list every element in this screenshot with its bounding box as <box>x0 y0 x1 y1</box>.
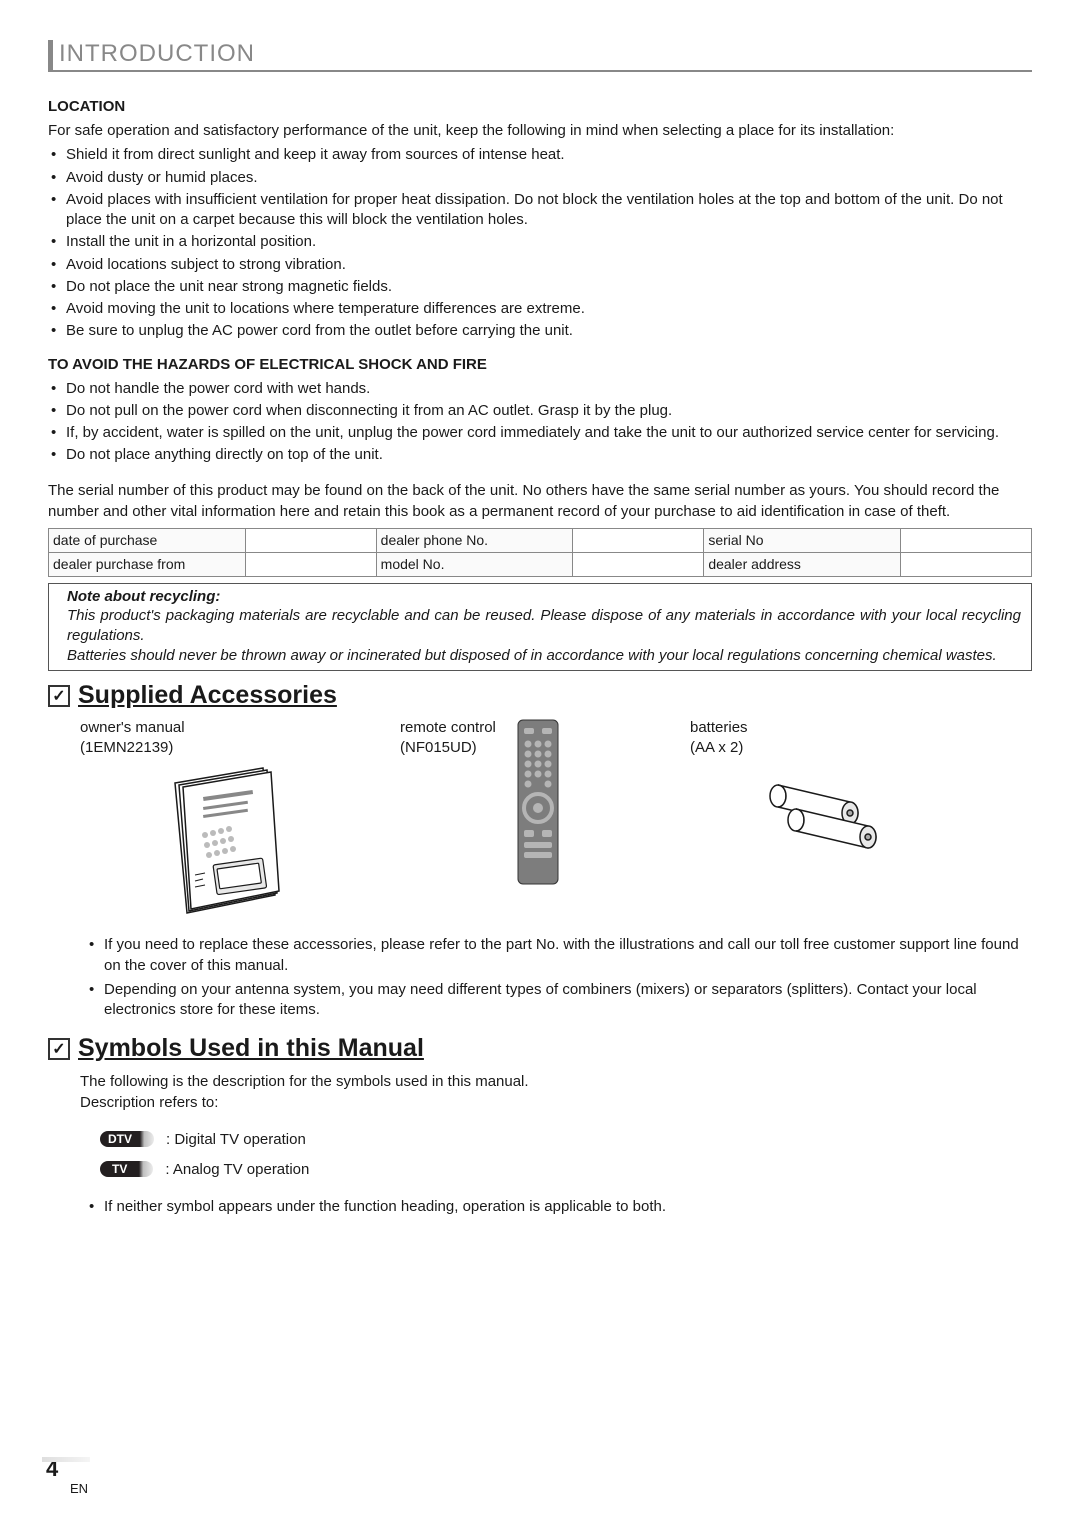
symbols-intro-2: Description refers to: <box>80 1094 218 1111</box>
serial-paragraph: The serial number of this product may be… <box>48 480 1032 522</box>
table-cell <box>900 552 1031 576</box>
table-cell: dealer phone No. <box>376 528 573 552</box>
list-item: If you need to replace these accessories… <box>104 935 1032 976</box>
list-item: Be sure to unplug the AC power cord from… <box>66 321 1032 341</box>
footer-bar-icon <box>42 1457 90 1462</box>
location-list: Shield it from direct sunlight and keep … <box>48 145 1032 341</box>
page-title: INTRODUCTION <box>59 40 1032 68</box>
list-item: If, by accident, water is spilled on the… <box>66 423 1032 443</box>
remote-icon <box>514 718 562 888</box>
table-cell <box>245 528 376 552</box>
table-cell: dealer purchase from <box>49 552 246 576</box>
list-item: Avoid dusty or humid places. <box>66 168 1032 188</box>
tv-pill-icon: TV <box>96 1159 157 1179</box>
table-cell: dealer address <box>704 552 901 576</box>
list-item: If neither symbol appears under the func… <box>104 1197 1032 1217</box>
accessories-heading: ✓ Supplied Accessories <box>48 681 1032 710</box>
list-item: Avoid places with insufficient ventilati… <box>66 190 1032 231</box>
symbols-intro: The following is the description for the… <box>80 1071 1032 1113</box>
page-lang: EN <box>70 1481 88 1496</box>
accessories-notes: If you need to replace these accessories… <box>80 935 1032 1020</box>
symbols-note-block: If neither symbol appears under the func… <box>80 1197 1032 1217</box>
accessory-item: owner's manual (1EMN22139) <box>80 718 370 925</box>
batteries-icon <box>690 765 950 855</box>
list-item: Avoid locations subject to strong vibrat… <box>66 255 1032 275</box>
note-title: Note about recycling: <box>67 588 1021 605</box>
list-item: Do not handle the power cord with wet ha… <box>66 379 1032 399</box>
note-body: This product's packaging materials are r… <box>67 606 1021 647</box>
symbols-heading: ✓ Symbols Used in this Manual <box>48 1034 1032 1063</box>
accessories-heading-text: Supplied Accessories <box>78 681 337 710</box>
page-header: INTRODUCTION <box>48 40 1032 72</box>
accessory-part: (AA x 2) <box>690 738 950 758</box>
note-body: Batteries should never be thrown away or… <box>67 646 1021 666</box>
checkbox-icon: ✓ <box>48 685 70 707</box>
table-cell <box>573 528 704 552</box>
accessory-label: owner's manual <box>80 718 370 738</box>
location-heading: LOCATION <box>48 98 1032 115</box>
accessory-label: remote control <box>400 719 496 736</box>
recycling-note: Note about recycling: This product's pac… <box>48 583 1032 672</box>
symbols-heading-text: Symbols Used in this Manual <box>78 1034 424 1063</box>
table-cell <box>900 528 1031 552</box>
accessories-row: owner's manual (1EMN22139) <box>80 718 1032 925</box>
list-item: Shield it from direct sunlight and keep … <box>66 145 1032 165</box>
accessory-label: batteries <box>690 718 950 738</box>
list-item: Install the unit in a horizontal positio… <box>66 232 1032 252</box>
list-item: Avoid moving the unit to locations where… <box>66 299 1032 319</box>
accessory-item: remote control (NF015UD) <box>400 718 660 925</box>
table-cell <box>245 552 376 576</box>
accessory-part: (1EMN22139) <box>80 738 370 758</box>
pill-label: TV <box>100 1161 139 1177</box>
accessory-part: (NF015UD) <box>400 739 477 756</box>
table-cell <box>573 552 704 576</box>
page-footer: 4 EN <box>46 1456 60 1482</box>
list-item: Do not place anything directly on top of… <box>66 445 1032 465</box>
list-item: Do not place the unit near strong magnet… <box>66 277 1032 297</box>
pill-label: DTV <box>100 1131 140 1147</box>
manual-icon <box>80 765 370 925</box>
info-table: date of purchase dealer phone No. serial… <box>48 528 1032 577</box>
symbol-desc: : Digital TV operation <box>166 1131 306 1148</box>
table-cell: date of purchase <box>49 528 246 552</box>
table-cell: serial No <box>704 528 901 552</box>
accessory-item: batteries (AA x 2) <box>690 718 950 925</box>
dtv-pill-icon: DTV <box>96 1129 158 1149</box>
list-item: Do not pull on the power cord when disco… <box>66 401 1032 421</box>
hazards-heading: TO AVOID THE HAZARDS OF ELECTRICAL SHOCK… <box>48 356 1032 373</box>
checkbox-icon: ✓ <box>48 1038 70 1060</box>
symbols-intro-1: The following is the description for the… <box>80 1073 529 1090</box>
symbol-row-dtv: DTV : Digital TV operation <box>96 1129 1032 1149</box>
hazards-list: Do not handle the power cord with wet ha… <box>48 379 1032 466</box>
location-intro: For safe operation and satisfactory perf… <box>48 121 1032 141</box>
symbol-row-tv: TV : Analog TV operation <box>96 1159 1032 1179</box>
table-cell: model No. <box>376 552 573 576</box>
list-item: Depending on your antenna system, you ma… <box>104 980 1032 1021</box>
symbol-desc: : Analog TV operation <box>165 1161 309 1178</box>
